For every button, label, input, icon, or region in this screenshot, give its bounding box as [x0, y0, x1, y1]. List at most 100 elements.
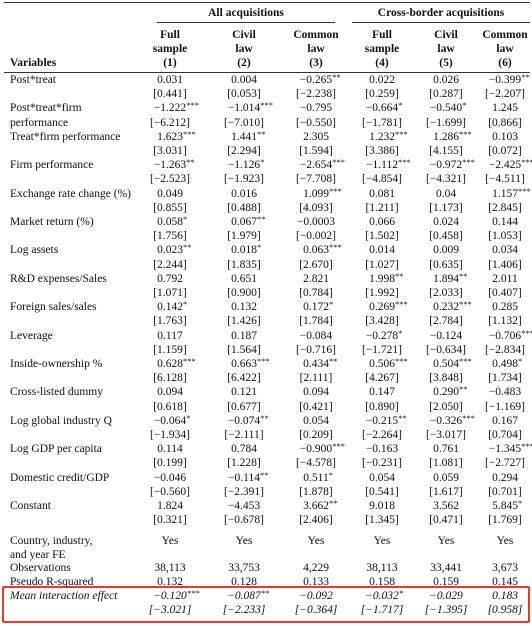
coefficient: 0.103: [492, 130, 518, 143]
column-header: Full: [160, 29, 180, 41]
t-statistic: [2.294]: [227, 145, 261, 157]
t-statistic: [1.992]: [365, 287, 399, 299]
coefficient: −0.664 *: [365, 100, 403, 115]
top-rule: [4, 2, 530, 3]
column-header: (1): [163, 57, 177, 69]
column-header: (3): [309, 57, 323, 69]
t-statistic: [−2.834]: [484, 343, 526, 356]
t-statistic: [−2.523]: [149, 173, 191, 186]
coefficient: 1.998 **: [369, 270, 404, 285]
row-label: Log assets: [10, 244, 59, 257]
coefficient: −1.126 *: [227, 157, 265, 172]
coefficient: 9.018: [369, 500, 395, 512]
coefficient: 0.132: [231, 301, 257, 314]
t-statistic: [−1.717]: [360, 604, 404, 617]
coefficient: 0.024: [433, 216, 459, 228]
row-label: Treat*firm performance: [10, 130, 121, 143]
t-statistic: [2.111]: [299, 372, 333, 385]
t-statistic: [−1.395]: [424, 604, 468, 617]
coefficient: 0.058 *: [157, 214, 188, 228]
row-label: Domestic credit/GDP: [10, 471, 110, 484]
coefficient: 0.049: [157, 187, 183, 200]
coefficient: −0.795: [299, 102, 333, 115]
coefficient: −2.654 ***: [299, 157, 345, 172]
coefficient: 0.294: [492, 471, 518, 484]
coefficient: 0.183: [492, 590, 518, 602]
coefficient: −0.326 ***: [429, 412, 475, 427]
column-header: Civil: [232, 29, 256, 41]
t-statistic: [1.228]: [227, 457, 261, 470]
t-statistic: [0.321]: [153, 514, 187, 527]
t-statistic: [1.027]: [365, 258, 399, 271]
row-label: Observations: [10, 562, 71, 574]
t-statistic: [0.199]: [153, 457, 187, 470]
coefficient: 1.623 ***: [157, 128, 196, 143]
t-statistic: [−1.923]: [223, 173, 265, 186]
t-statistic: [2.406]: [299, 514, 333, 527]
column-header: (6): [498, 57, 512, 69]
t-statistic: [3.428]: [365, 315, 399, 328]
t-statistic: [0.072]: [488, 145, 522, 157]
coefficient: 0.128: [231, 575, 257, 588]
coefficient: 0.094: [157, 386, 183, 399]
coefficient: 0.651: [231, 272, 257, 285]
t-statistic: [1.763]: [153, 315, 187, 328]
t-statistic: [0.421]: [299, 400, 333, 413]
coefficient: −1.263 **: [153, 157, 195, 172]
t-statistic: [0.407]: [488, 287, 522, 299]
coefficient: −0.900 ***: [299, 441, 345, 456]
t-statistic: [2.050]: [429, 400, 463, 413]
column-header: Full: [372, 29, 392, 41]
row-label: Post*treat: [10, 74, 56, 86]
coefficient: 0.121: [231, 386, 257, 399]
column-header: law: [235, 43, 253, 55]
coefficient: 0.784: [231, 443, 257, 456]
t-statistic: [0.704]: [488, 429, 522, 441]
t-statistic: [0.053]: [227, 88, 261, 101]
coefficient: 0.158: [369, 575, 395, 588]
t-statistic: [1.211]: [365, 201, 399, 214]
row-label: Country, industry,: [10, 535, 93, 547]
row-label: Exchange rate change (%): [10, 187, 131, 200]
coefficient: −0.029: [429, 590, 463, 602]
column-header: sample: [364, 43, 400, 55]
t-statistic: [6.128]: [153, 372, 187, 385]
coefficient: −0.0003: [296, 216, 336, 228]
coefficient: 0.022: [369, 74, 395, 86]
coefficient: −0.114 **: [228, 469, 269, 484]
t-statistic: [3.031]: [153, 145, 187, 157]
coefficient: 5.845 *: [492, 498, 523, 512]
coefficient: 0.506 ***: [369, 356, 408, 370]
coefficient: −1.112 ***: [366, 157, 411, 172]
t-statistic: [−3.021]: [148, 604, 192, 617]
coefficient: Yes: [496, 535, 514, 547]
coefficient: 0.031: [157, 74, 183, 86]
t-statistic: [1.835]: [227, 258, 261, 271]
coefficient: 0.142 *: [157, 299, 188, 314]
coefficient: 0.145: [492, 575, 518, 588]
t-statistic: [1.406]: [488, 258, 522, 271]
t-statistic: [2.845]: [488, 201, 522, 214]
coefficient: −0.074 **: [227, 412, 269, 427]
coefficient: −0.120 ***: [153, 588, 200, 602]
coefficient: 38,113: [366, 562, 398, 574]
t-statistic: [1.784]: [299, 315, 333, 328]
row-label: Mean interaction effect: [10, 590, 118, 602]
t-statistic: [−4.321]: [425, 173, 467, 186]
row-label: performance: [10, 116, 69, 129]
coefficient: 1.286 ***: [433, 128, 472, 143]
coefficient: Yes: [437, 535, 455, 547]
t-statistic: [−1.169]: [484, 400, 526, 413]
column-header: Common: [482, 29, 528, 41]
t-statistic: [1.769]: [488, 514, 522, 527]
row-label: Log GDP per capita: [10, 443, 102, 456]
coefficient: −0.087 **: [227, 588, 270, 602]
coefficient: 0.004: [231, 74, 257, 86]
row-label: Constant: [10, 500, 51, 512]
coefficient: 0.117: [157, 329, 183, 342]
coefficient: 2.821: [303, 272, 329, 285]
coefficient: 0.066: [369, 216, 395, 228]
coefficient: 0.285: [492, 301, 518, 314]
coefficient: 33,753: [228, 562, 260, 574]
t-statistic: [−1.781]: [361, 116, 403, 129]
